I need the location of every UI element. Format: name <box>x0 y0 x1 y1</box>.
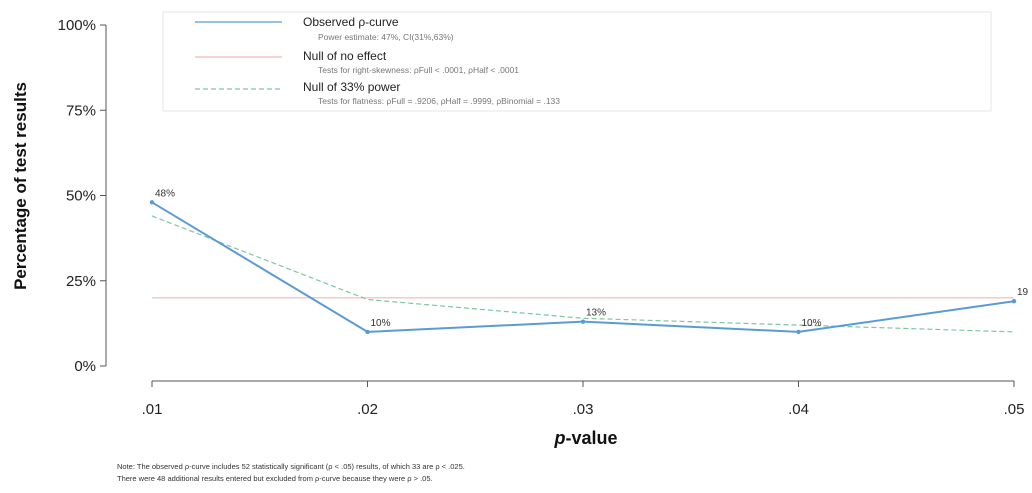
x-axis-title-italic: p <box>553 428 565 448</box>
x-tick-label: .01 <box>142 401 163 418</box>
x-tick-label: .04 <box>788 401 809 418</box>
note-line-1: Note: The observed ρ-curve includes 52 s… <box>117 462 465 471</box>
note-line-2: There were 48 additional results entered… <box>117 474 433 483</box>
observed-point <box>149 200 155 205</box>
x-axis-title-rest: -value <box>565 428 617 448</box>
legend-detail-null-no-effect: Tests for right-skewness: ρFull < .0001,… <box>318 65 519 75</box>
observed-data-label: 10% <box>802 318 822 329</box>
data-labels: 48% 10% 13% 10% 19 <box>155 188 1029 329</box>
observed-data-label: 19 <box>1017 287 1029 298</box>
observed-point <box>796 329 801 335</box>
observed-point <box>1011 299 1017 304</box>
observed-data-label: 10% <box>371 318 391 329</box>
y-axis: 0% 25% 50% 75% 100% <box>58 17 107 375</box>
y-tick-label: 25% <box>66 273 96 290</box>
legend-label-null-33-power: Null of 33% power <box>303 80 400 94</box>
series-line-observed-p-curve <box>151 201 1015 333</box>
series-line-null-of-33-power <box>151 215 1015 333</box>
x-tick-label: .02 <box>357 401 378 418</box>
series-layer <box>149 200 1017 335</box>
observed-data-label: 48% <box>155 188 175 199</box>
y-tick-label: 0% <box>74 358 96 375</box>
observed-data-label: 13% <box>586 308 606 319</box>
y-axis-title: Percentage of test results <box>11 82 30 290</box>
legend-label-null-no-effect: Null of no effect <box>303 49 387 63</box>
legend-label-observed: Observed ρ-curve <box>303 15 399 29</box>
x-axis: .01 .02 .03 .04 .05 <box>142 380 1025 418</box>
x-tick-label: .03 <box>573 401 594 418</box>
observed-point <box>580 319 586 324</box>
y-tick-label: 50% <box>66 188 96 205</box>
y-tick-label: 100% <box>58 17 96 34</box>
y-tick-label: 75% <box>66 102 96 119</box>
legend-box <box>162 11 992 112</box>
legend: Observed ρ-curve Power estimate: 47%, CI… <box>162 11 992 112</box>
x-tick-label: .05 <box>1004 401 1025 418</box>
x-axis-title: p-value <box>553 428 617 448</box>
observed-point <box>365 329 370 335</box>
legend-detail-null-33-power: Tests for flatness: ρFull = .9206, ρHalf… <box>318 96 560 106</box>
legend-detail-observed: Power estimate: 47%, CI(31%,63%) <box>318 32 454 42</box>
